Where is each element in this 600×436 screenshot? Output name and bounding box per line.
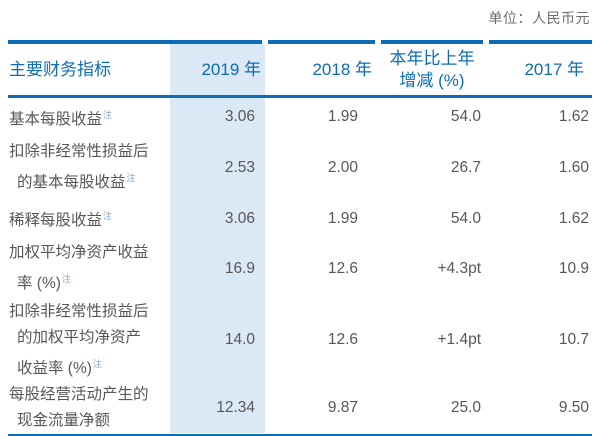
row-basic-eps-ex-nonrecurring: 扣除非经常性损益后 的基本每股收益注 2.53 2.00 26.7 1.60 (8, 137, 592, 199)
value-cell: 25.0 (378, 381, 486, 436)
footnote-marker: 注 (61, 273, 71, 284)
row-net-ocf-per-share: 每股经营活动产生的 现金流量净额 12.34 9.87 25.0 9.50 (8, 381, 592, 436)
col-header-2019: 2019 年 (170, 44, 265, 98)
value-cell: 1.99 (327, 108, 358, 126)
top-border-segment (381, 40, 483, 44)
row-weighted-avg-roe-ex-nonrecurring: 扣除非经常性损益后 的加权平均净资产 收益率 (%)注 14.0 12.6 +1.4pt 1… (8, 299, 592, 382)
key-financials-table: 主要财务指标 2019 年 2018 年本年比上年 增减 (%) 2017 年 基本每股… (8, 44, 592, 436)
footnote-marker: 注 (92, 358, 102, 369)
label-text-line: 的基本每股收益注 (17, 172, 136, 192)
value-cell: 16.9 (224, 259, 255, 277)
row-basic-eps: 基本每股收益注 3.06 1.99 54.0 1.62 (8, 97, 592, 137)
value-cell: 14.0 (224, 331, 255, 349)
value-cell: 12.6 (327, 331, 358, 349)
col-header-yoy-change: 本年比上年 增减 (%) (378, 44, 486, 98)
top-border-gap (262, 40, 268, 44)
header-text-line: 主要财务指标 (9, 59, 111, 79)
label-text-line: 稀释每股收益注 (9, 210, 113, 230)
table-header-row: 主要财务指标 2019 年 2018 年本年比上年 增减 (%) 2017 年 (8, 44, 592, 98)
value-cell: 1.99 (327, 209, 358, 227)
value-cell: 1.62 (558, 209, 589, 227)
label-text-line: 现金流量净额 (17, 411, 111, 429)
top-border-gap (375, 40, 381, 44)
label-text-line: 率 (%)注 (17, 273, 71, 293)
indicator-label: 基本每股收益注 (8, 97, 170, 137)
table-top-border (8, 40, 592, 44)
value-cell: 26.7 (450, 158, 481, 176)
value-cell: 3.06 (224, 209, 255, 227)
value-cell: 9.87 (265, 381, 378, 436)
header-text-line: 2017 年 (524, 59, 584, 79)
value-cell: 54.0 (450, 209, 481, 227)
footnote-marker: 注 (103, 109, 113, 120)
label-text-line: 每股经营活动产生的 (9, 385, 149, 403)
col-header-2017: 2017 年 (486, 44, 592, 98)
label-text-line: 扣除非经常性损益后 (9, 302, 149, 320)
indicator-label: 每股经营活动产生的现金流量净额 (8, 381, 170, 436)
footnote-marker: 注 (103, 210, 113, 221)
label-text-line: 收益率 (%)注 (17, 358, 102, 377)
top-border-segment (8, 40, 262, 44)
label-text-line: 基本每股收益注 (9, 109, 113, 128)
header-text-line: 2019 年 (201, 59, 261, 79)
indicator-label: 扣除非经常性损益后 的基本每股收益注 (8, 137, 170, 199)
value-cell: 12.34 (170, 381, 265, 436)
top-border-segment (489, 40, 592, 44)
header-text-line: 2018 年 (312, 59, 372, 79)
value-cell: +4.3pt (437, 259, 481, 277)
col-header-indicators: 主要财务指标 (8, 44, 170, 98)
top-border-segment (268, 40, 375, 44)
value-cell: 10.7 (558, 331, 589, 349)
value-cell: 12.6 (327, 259, 358, 277)
value-cell: 54.0 (450, 108, 481, 126)
highlight-2019-column-band (170, 44, 265, 433)
table-body: 基本每股收益注 3.06 1.99 54.0 1.62 扣除非经常性损益后 的基本每股收益注… (8, 97, 592, 436)
financial-indicators-table: 主要财务指标 2019 年 2018 年本年比上年 增减 (%) 2017 年 基本每股… (8, 40, 592, 436)
col-header-2018: 2018 年 (265, 44, 378, 98)
value-cell: +1.4pt (437, 331, 481, 349)
indicator-label: 加权平均净资产收益率 (%)注 (8, 239, 170, 299)
label-text-line: 扣除非经常性损益后 (9, 142, 149, 160)
value-cell: 9.50 (486, 381, 592, 436)
footnote-marker: 注 (126, 172, 136, 183)
unit-label: 单位：人民币元 (488, 10, 590, 26)
indicator-label: 扣除非经常性损益后 的加权平均净资产 收益率 (%)注 (8, 299, 170, 382)
label-text-line: 的加权平均净资产 (17, 328, 142, 346)
value-cell: 1.60 (558, 158, 589, 176)
value-cell: 2.53 (224, 158, 255, 176)
indicator-label: 稀释每股收益注 (8, 199, 170, 239)
row-weighted-avg-roe: 加权平均净资产收益率 (%)注 16.9 12.6 +4.3pt 10.9 (8, 239, 592, 299)
row-diluted-eps: 稀释每股收益注 3.06 1.99 54.0 1.62 (8, 199, 592, 239)
value-cell: 2.00 (327, 158, 358, 176)
header-text-line: 本年比上年 (389, 48, 475, 68)
value-cell: 10.9 (558, 259, 589, 277)
top-border-gap (483, 40, 489, 44)
value-cell: 3.06 (224, 108, 255, 126)
value-cell: 1.62 (558, 108, 589, 126)
header-text-line: 增减 (%) (399, 70, 465, 90)
label-text-line: 加权平均净资产收益 (9, 243, 149, 261)
